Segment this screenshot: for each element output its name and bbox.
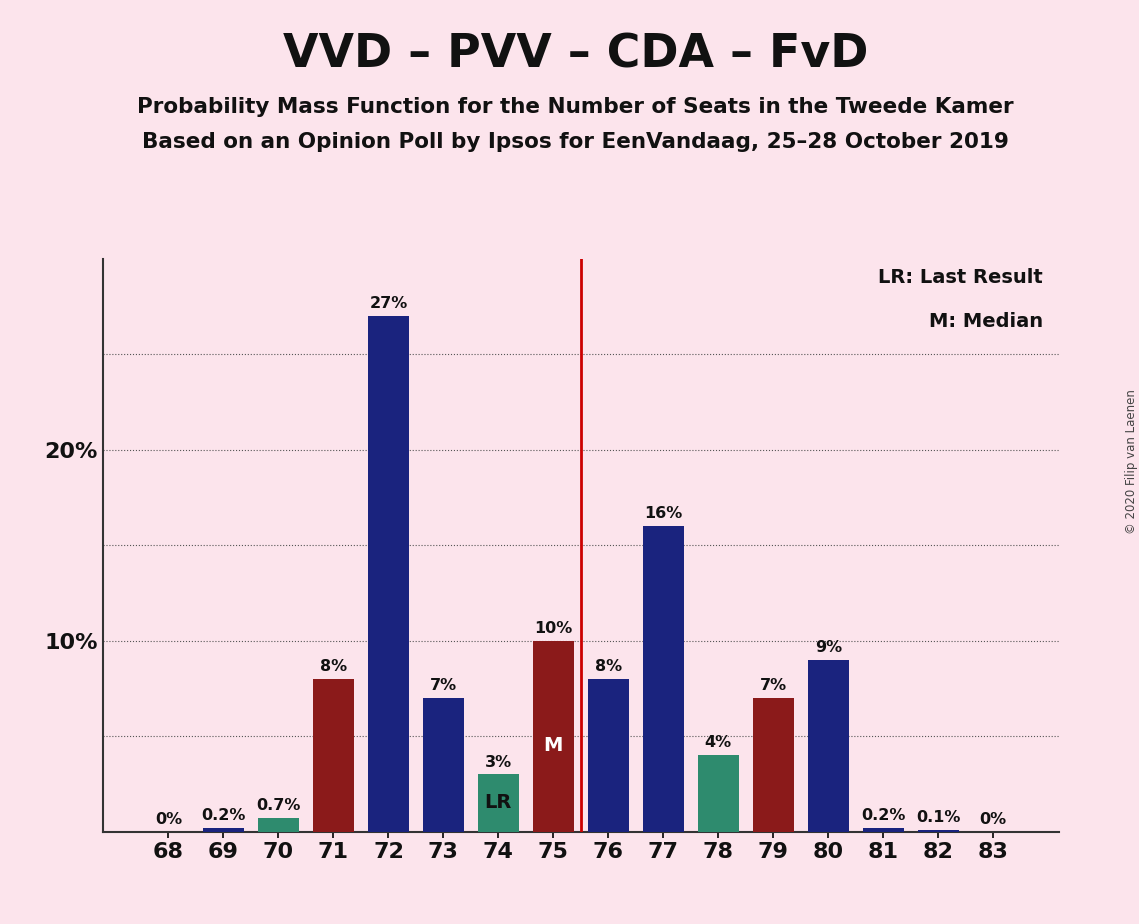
Bar	[257, 819, 300, 832]
Text: 0%: 0%	[980, 812, 1007, 827]
Bar	[918, 830, 959, 832]
Bar	[423, 698, 464, 832]
Text: 3%: 3%	[485, 755, 511, 770]
Text: 27%: 27%	[369, 297, 408, 311]
Bar	[642, 526, 685, 832]
Bar	[368, 316, 409, 832]
Text: 16%: 16%	[645, 506, 682, 521]
Text: LR: LR	[485, 794, 513, 812]
Text: Based on an Opinion Poll by Ipsos for EenVandaag, 25–28 October 2019: Based on an Opinion Poll by Ipsos for Ee…	[141, 132, 1009, 152]
Text: 4%: 4%	[705, 736, 732, 750]
Text: 0%: 0%	[155, 812, 182, 827]
Text: M: Median: M: Median	[928, 312, 1043, 331]
Bar	[533, 640, 574, 832]
Bar	[203, 828, 244, 832]
Text: 10%: 10%	[534, 621, 573, 636]
Text: Probability Mass Function for the Number of Seats in the Tweede Kamer: Probability Mass Function for the Number…	[137, 97, 1014, 117]
Text: 0.2%: 0.2%	[202, 808, 246, 823]
Bar	[862, 828, 904, 832]
Bar	[588, 679, 629, 832]
Text: M: M	[543, 736, 563, 755]
Bar	[313, 679, 354, 832]
Text: 0.7%: 0.7%	[256, 798, 301, 813]
Text: 9%: 9%	[814, 640, 842, 655]
Text: 0.2%: 0.2%	[861, 808, 906, 823]
Text: VVD – PVV – CDA – FvD: VVD – PVV – CDA – FvD	[282, 32, 868, 78]
Bar	[698, 755, 739, 832]
Text: 7%: 7%	[429, 678, 457, 693]
Bar	[477, 774, 519, 832]
Text: LR: Last Result: LR: Last Result	[878, 268, 1043, 287]
Text: © 2020 Filip van Laenen: © 2020 Filip van Laenen	[1124, 390, 1138, 534]
Text: 8%: 8%	[320, 659, 347, 675]
Bar	[753, 698, 794, 832]
Text: 7%: 7%	[760, 678, 787, 693]
Bar	[808, 660, 849, 832]
Text: 8%: 8%	[595, 659, 622, 675]
Text: 0.1%: 0.1%	[916, 810, 960, 825]
